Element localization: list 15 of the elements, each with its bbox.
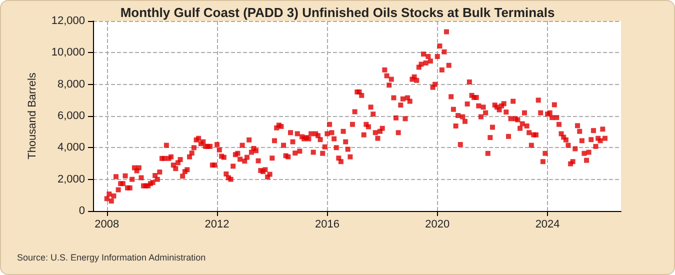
- y-axis-title: Thousand Barrels: [26, 72, 38, 160]
- y-tick-label: 4,000: [57, 142, 85, 154]
- y-tick-label: 10,000: [51, 46, 85, 59]
- x-tick-label: 2020: [425, 218, 450, 230]
- y-tick-label: 0: [78, 205, 85, 217]
- chart-title: Monthly Gulf Coast (PADD 3) Unfinished Oils Stocks at Bulk Terminals: [120, 5, 555, 20]
- x-tick-label: 2024: [535, 218, 560, 230]
- y-tick-label: 6,000: [57, 110, 85, 122]
- source-note: Source: U.S. Energy Information Administration: [17, 252, 206, 262]
- x-tick-label: 2016: [314, 218, 340, 230]
- y-tick-label: 2,000: [57, 173, 85, 186]
- x-tick-label: 2008: [94, 218, 120, 230]
- y-tick-label: 12,000: [51, 15, 85, 27]
- x-tick-label: 2012: [204, 218, 230, 230]
- y-tick-label: 8,000: [57, 78, 85, 90]
